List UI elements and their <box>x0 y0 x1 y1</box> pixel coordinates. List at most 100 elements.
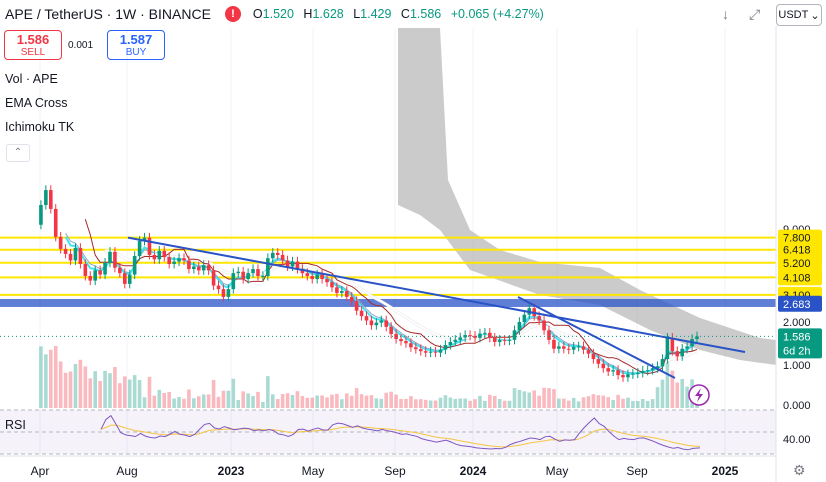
candle-body-11 <box>88 276 93 281</box>
volume-bar-114 <box>596 395 601 408</box>
candle-body-113 <box>591 353 596 360</box>
sell-button[interactable]: 1.586 SELL <box>4 30 62 60</box>
time-tick-label: Aug <box>116 464 137 478</box>
currency-select[interactable]: USDT ⌄ <box>776 4 822 26</box>
candle-body-39 <box>226 289 231 297</box>
volume-bar-120 <box>626 397 630 408</box>
candle-body-52 <box>290 261 295 267</box>
volume-bar-107 <box>562 398 566 408</box>
indicator-volume[interactable]: Vol · APE <box>5 72 58 86</box>
candle-body-104 <box>547 330 551 340</box>
volume-bar-91 <box>483 400 487 408</box>
volume-bar-56 <box>310 397 315 408</box>
volume-bar-4 <box>53 346 58 408</box>
candle-body-79 <box>423 351 428 353</box>
last-price-label: 1.586 <box>783 331 811 343</box>
candle-body-90 <box>478 333 482 338</box>
volume-bar-2 <box>44 354 48 408</box>
level-badge <box>778 254 822 271</box>
volume-bar-106 <box>557 398 561 408</box>
rsi-pane: 40.00 <box>0 409 811 455</box>
symbol-title[interactable]: APE / TetherUS · 1W · BINANCE <box>5 6 211 22</box>
volume-bar-84 <box>448 397 453 408</box>
candle-body-115 <box>601 363 606 369</box>
level-badge-label: 6.418 <box>783 245 811 257</box>
volume-bar-81 <box>433 400 438 408</box>
buy-button[interactable]: 1.587 BUY <box>107 30 165 60</box>
candle-body-94 <box>497 339 502 342</box>
rsi-tick-label: 40.00 <box>783 434 811 446</box>
candle-body-126 <box>655 366 660 369</box>
candle-body-44 <box>251 269 255 274</box>
candle-body-98 <box>517 322 522 331</box>
price-tick-label: 0.000 <box>783 400 811 412</box>
collapse-indicators-icon[interactable]: ⌃ <box>6 144 30 162</box>
volume-bar-68 <box>369 395 374 408</box>
candle-body-61 <box>335 287 339 293</box>
volume-bar-58 <box>320 395 324 408</box>
volume-bar-52 <box>290 394 295 408</box>
level-badge <box>778 269 822 286</box>
alert-icon[interactable]: ! <box>224 6 241 22</box>
candle-body-30 <box>182 258 186 261</box>
buy-price: 1.587 <box>119 32 153 47</box>
candle-body-46 <box>261 276 265 278</box>
time-tick-label: Sep <box>626 464 648 478</box>
indicator-ichimoku[interactable]: Ichimoku TK <box>5 120 75 134</box>
indicator-ema-cross[interactable]: EMA Cross <box>5 96 68 110</box>
volume-bar-30 <box>182 398 186 408</box>
support-zone <box>0 298 776 307</box>
trendlines <box>0 236 776 379</box>
candle-body-95 <box>502 339 507 341</box>
volume-bar-38 <box>221 390 226 408</box>
volume-bar-71 <box>384 392 389 408</box>
volume-bar-82 <box>438 397 443 408</box>
candle-body-130 <box>675 351 680 357</box>
candle-body-89 <box>473 335 477 338</box>
volume-bar-3 <box>48 349 53 408</box>
volume-bars <box>39 346 699 408</box>
candle-body-9 <box>78 248 83 264</box>
volume-bar-33 <box>196 396 201 408</box>
rsi-label[interactable]: RSI <box>5 418 26 432</box>
volume-bar-92 <box>488 394 492 408</box>
volume-bar-129 <box>670 370 675 408</box>
candle-body-43 <box>246 273 250 280</box>
level-badge <box>778 295 822 312</box>
candle-body-97 <box>512 330 517 340</box>
volume-bar-66 <box>359 394 364 408</box>
candle-body-62 <box>340 290 344 293</box>
volume-bar-22 <box>142 397 147 408</box>
volume-bar-77 <box>414 399 418 408</box>
volume-bar-73 <box>394 394 398 408</box>
gear-icon[interactable]: ⚙ <box>793 462 806 478</box>
candle-body-83 <box>443 345 448 350</box>
arrow-down-icon[interactable]: ↓ <box>722 6 729 22</box>
volume-bar-125 <box>650 399 655 408</box>
fullscreen-icon[interactable]: ⤢ <box>749 6 761 22</box>
countdown-label: 6d 2h <box>783 345 811 357</box>
volume-bar-104 <box>547 388 551 408</box>
candle-body-56 <box>310 276 315 280</box>
sell-price: 1.586 <box>16 32 50 47</box>
price-tick-label: 1.000 <box>783 360 811 372</box>
candle-body-59 <box>325 279 329 283</box>
candle-body-12 <box>93 270 97 281</box>
volume-bar-27 <box>167 391 171 408</box>
volume-bar-88 <box>468 400 472 408</box>
candle-body-76 <box>409 343 413 348</box>
volume-bar-14 <box>103 370 107 408</box>
volume-bar-24 <box>152 395 157 408</box>
candle-body-67 <box>364 316 369 321</box>
lightning-icon-glyph <box>695 388 703 402</box>
volume-bar-23 <box>147 376 152 408</box>
time-axis: Apr Aug 2023 May Sep 2024 May Sep 2025 <box>0 455 776 478</box>
volume-bar-11 <box>88 378 93 408</box>
candle-body-118 <box>616 370 620 376</box>
currency-label: USDT <box>778 9 809 21</box>
candle-body-68 <box>369 320 374 326</box>
volume-bar-60 <box>330 394 334 408</box>
volume-bar-34 <box>201 394 206 408</box>
candle-body-125 <box>650 368 655 371</box>
volume-bar-78 <box>418 399 423 408</box>
